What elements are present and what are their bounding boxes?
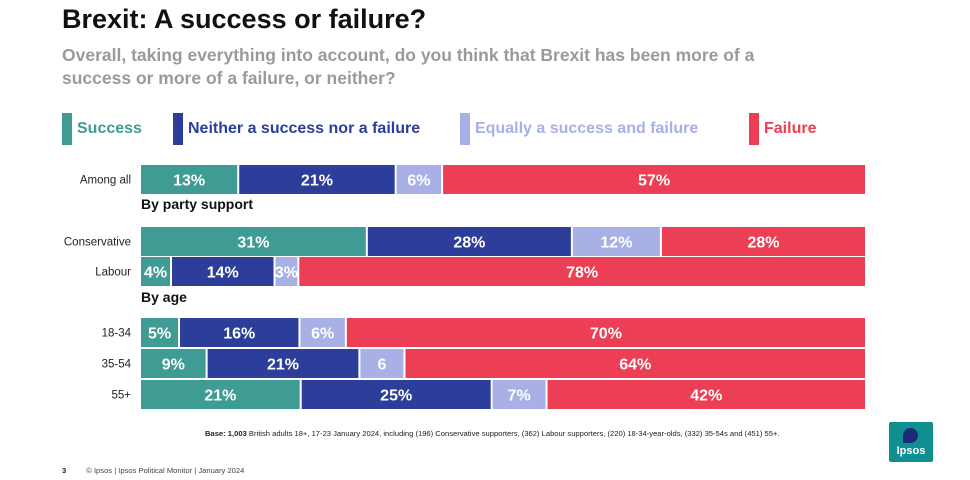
bar-label-among-all-success: 13% xyxy=(173,173,205,190)
bar-among-all-success xyxy=(141,165,238,194)
bar-35-54-neither xyxy=(207,349,359,378)
legend-swatch-failure xyxy=(749,113,759,145)
bar-35-54-failure xyxy=(405,349,865,378)
bar-label-conservative-failure: 28% xyxy=(747,235,779,252)
bar-18-34-equally xyxy=(300,318,345,347)
bar-label-18-34-success: 5% xyxy=(148,326,171,343)
legend-swatch-success xyxy=(62,113,72,145)
bar-label-among-all-equally: 6% xyxy=(407,173,430,190)
row-label-labour: Labour xyxy=(95,267,131,279)
bar-labour-failure xyxy=(299,257,865,286)
bar-label-55-success: 21% xyxy=(204,388,236,405)
bar-55-success xyxy=(141,380,300,409)
bar-label-labour-success: 4% xyxy=(144,265,167,282)
bar-55-equally xyxy=(492,380,546,409)
bar-conservative-neither xyxy=(367,227,571,256)
group-label-by-party-support: By party support xyxy=(141,196,253,212)
bar-label-18-34-equally: 6% xyxy=(311,326,334,343)
bar-55-failure xyxy=(547,380,865,409)
bar-18-34-neither xyxy=(180,318,299,347)
row-label-35-54: 35-54 xyxy=(102,359,132,371)
footer-text: © Ipsos | Ipsos Political Monitor | Janu… xyxy=(86,466,245,475)
bar-label-35-54-failure: 64% xyxy=(619,357,651,374)
bar-label-labour-failure: 78% xyxy=(566,265,598,282)
row-label-55: 55+ xyxy=(111,390,131,402)
page-title: Brexit: A success or failure? xyxy=(62,4,427,34)
bar-labour-neither xyxy=(172,257,274,286)
group-label-by-age: By age xyxy=(141,289,187,305)
bar-conservative-success xyxy=(141,227,366,256)
base-note: Base: 1,003 British adults 18+, 17-23 Ja… xyxy=(205,429,780,438)
bar-labour-success xyxy=(141,257,171,286)
logo-mark-icon xyxy=(903,428,918,443)
bar-label-among-all-neither: 21% xyxy=(301,173,333,190)
bar-conservative-failure xyxy=(661,227,865,256)
stacked-bar-chart: By party support By age Among all 13% 21% 6% 5… xyxy=(64,165,865,409)
bar-label-35-54-equally: 6 xyxy=(377,357,386,374)
row-label-among-all: Among all xyxy=(80,175,131,187)
row-label-18-34: 18-34 xyxy=(102,328,132,340)
bar-18-34-success xyxy=(141,318,179,347)
bar-label-55-equally: 7% xyxy=(508,388,531,405)
base-note-text: British adults 18+, 17-23 January 2024, … xyxy=(246,429,780,438)
legend-label-success: Success xyxy=(77,120,142,137)
legend-label-equally: Equally a success and failure xyxy=(475,120,699,137)
bar-conservative-equally xyxy=(572,227,660,256)
logo-text: Ipsos xyxy=(896,445,926,457)
bar-label-conservative-success: 31% xyxy=(237,235,269,252)
bar-label-35-54-neither: 21% xyxy=(267,357,299,374)
bar-55-neither xyxy=(301,380,491,409)
chart-subtitle: Overall, taking everything into account,… xyxy=(62,45,755,88)
bar-among-all-neither xyxy=(239,165,395,194)
legend-label-neither: Neither a success nor a failure xyxy=(188,120,421,137)
legend-swatch-equally xyxy=(460,113,470,145)
bar-label-55-failure: 42% xyxy=(690,388,722,405)
bar-among-all-equally xyxy=(396,165,442,194)
bar-35-54-success xyxy=(141,349,206,378)
bar-labour-equally xyxy=(275,257,298,286)
bar-label-labour-equally: 3% xyxy=(275,265,298,282)
row-label-conservative: Conservative xyxy=(64,237,131,249)
bar-label-18-34-neither: 16% xyxy=(223,326,255,343)
bar-label-18-34-failure: 70% xyxy=(590,326,622,343)
bar-label-conservative-equally: 12% xyxy=(600,235,632,252)
bar-label-conservative-neither: 28% xyxy=(453,235,485,252)
base-note-bold: Base: 1,003 xyxy=(205,429,247,438)
bar-label-55-neither: 25% xyxy=(380,388,412,405)
legend-swatch-neither xyxy=(173,113,183,145)
legend-label-failure: Failure xyxy=(764,120,817,137)
bar-label-among-all-failure: 57% xyxy=(638,173,670,190)
bar-label-labour-neither: 14% xyxy=(207,265,239,282)
bar-35-54-equally xyxy=(360,349,404,378)
ipsos-logo: Ipsos xyxy=(889,422,933,462)
bar-among-all-failure xyxy=(443,165,865,194)
bar-18-34-failure xyxy=(346,318,865,347)
page-number: 3 xyxy=(62,466,67,475)
bar-label-35-54-success: 9% xyxy=(162,357,185,374)
footer: 3 © Ipsos | Ipsos Political Monitor | Jan… xyxy=(62,466,244,475)
